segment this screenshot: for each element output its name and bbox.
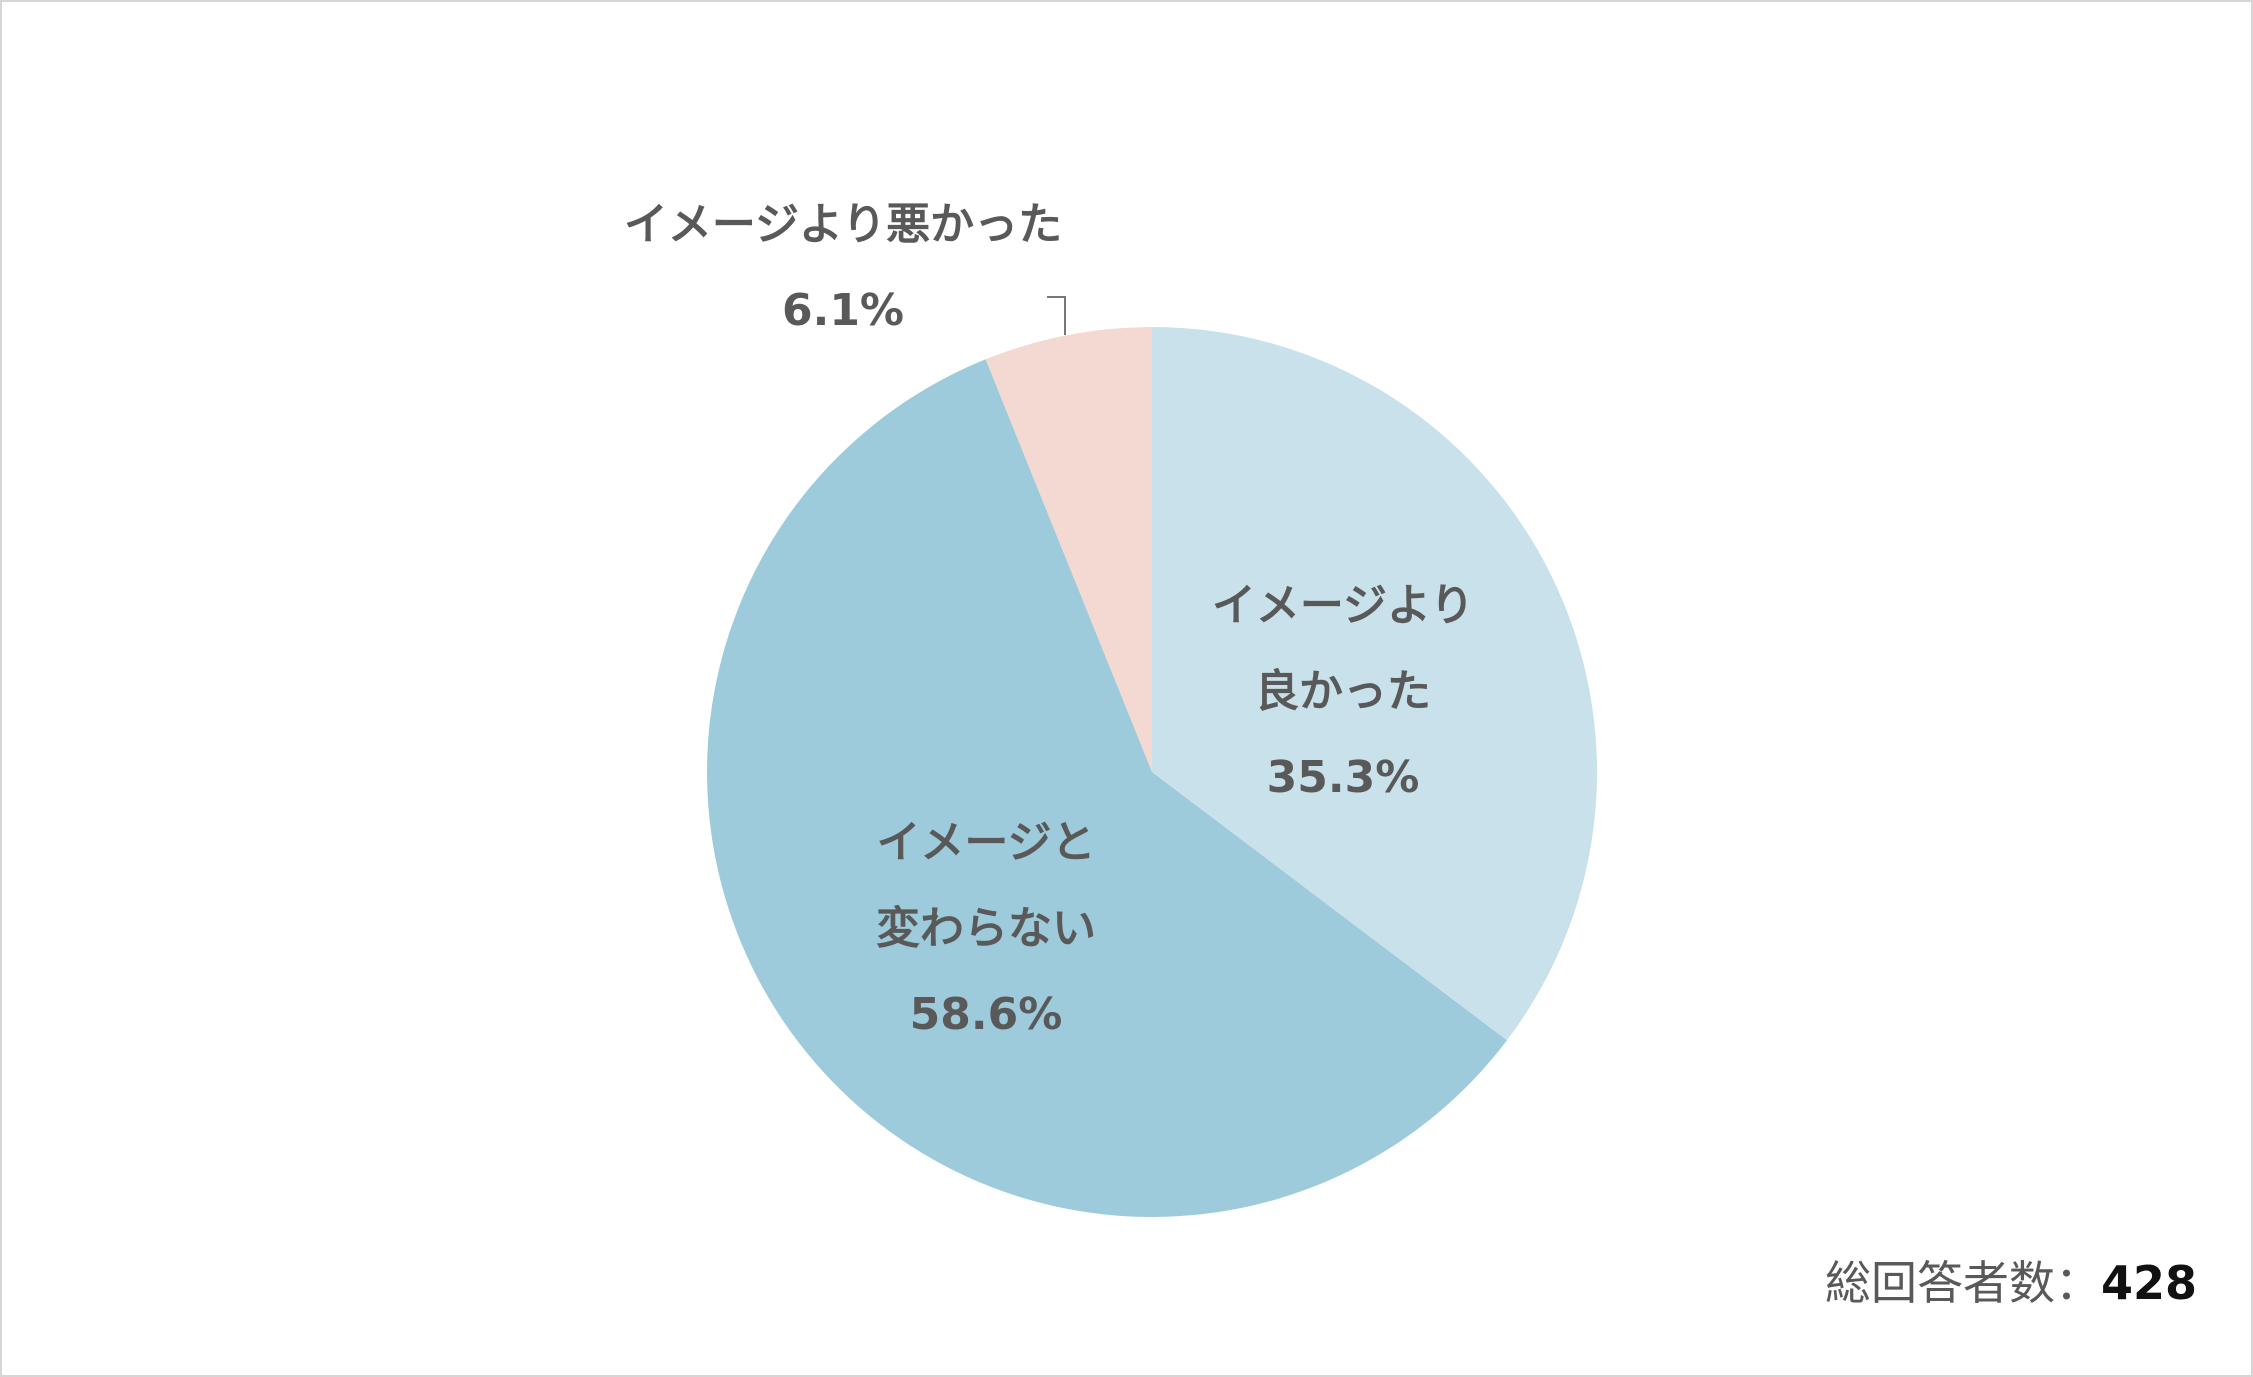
slice-label: イメージと変わらない 58.6% bbox=[874, 800, 1099, 1058]
percent-label: 58.6% bbox=[909, 989, 1063, 1040]
percent-label: 6.1% bbox=[781, 285, 905, 336]
category-label: イメージより良かった bbox=[1211, 580, 1475, 717]
total-label: 総回答者数： bbox=[1824, 1256, 2101, 1310]
category-label: イメージより悪かった bbox=[623, 199, 1063, 250]
category-label: イメージと変わらない bbox=[876, 817, 1096, 954]
leader-line bbox=[1047, 296, 1066, 335]
pie-slice bbox=[1152, 327, 1597, 1041]
total-value: 428 bbox=[2100, 1256, 2197, 1310]
total-respondents: 総回答者数：428 bbox=[1825, 1247, 2197, 1313]
percent-label: 35.3% bbox=[1266, 752, 1420, 803]
pie-slice bbox=[985, 327, 1152, 772]
pie-slice bbox=[706, 359, 1508, 1218]
slice-label: イメージより良かった 35.3% bbox=[1208, 563, 1478, 821]
slice-label: イメージより悪かった 6.1% bbox=[543, 182, 1143, 354]
